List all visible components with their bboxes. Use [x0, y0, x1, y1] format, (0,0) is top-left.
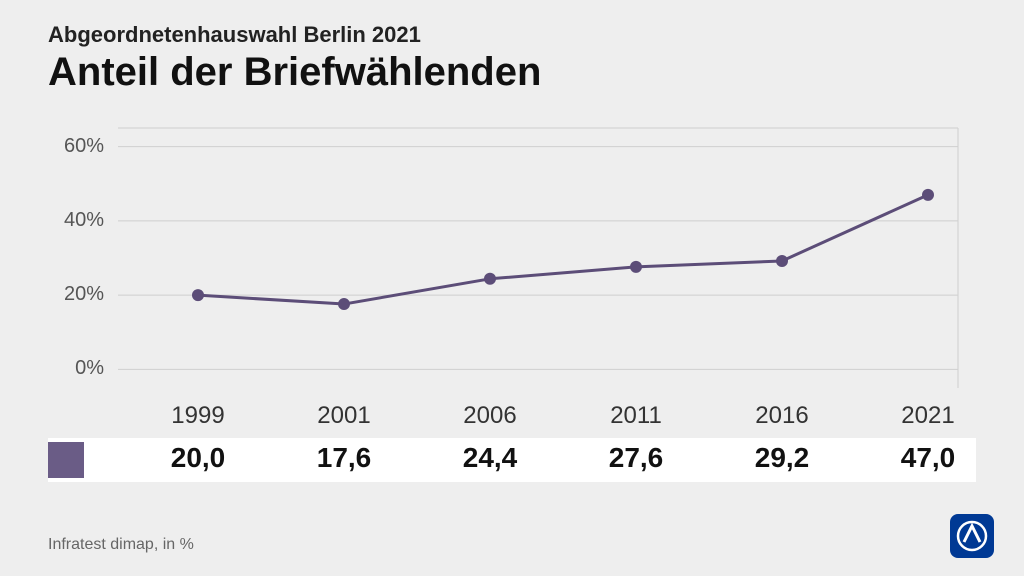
data-table-strip: 20,0 17,6 24,4 27,6 29,2 47,0	[48, 438, 976, 482]
data-value: 27,6	[609, 442, 664, 474]
x-axis-year-label: 2006	[463, 402, 516, 430]
chart-svg	[48, 118, 976, 418]
series-legend-swatch	[48, 442, 84, 478]
broadcaster-logo	[950, 514, 994, 558]
x-axis-year-label: 2011	[610, 402, 662, 430]
source-attribution: Infratest dimap, in %	[48, 536, 194, 554]
x-axis-year-label: 2016	[755, 402, 808, 430]
x-axis-year-label: 2001	[317, 402, 370, 430]
data-value: 20,0	[171, 442, 226, 474]
y-axis-tick-label: 60%	[48, 135, 104, 158]
line-chart	[48, 118, 976, 418]
y-axis-tick-label: 40%	[48, 209, 104, 232]
data-value: 29,2	[755, 442, 810, 474]
x-axis-year-label: 1999	[171, 402, 224, 430]
data-value: 47,0	[901, 442, 956, 474]
chart-title: Anteil der Briefwählenden	[48, 50, 541, 95]
data-value: 17,6	[317, 442, 372, 474]
chart-supertitle: Abgeordnetenhauswahl Berlin 2021	[48, 22, 421, 48]
data-value: 24,4	[463, 442, 518, 474]
y-axis-tick-label: 20%	[48, 283, 104, 306]
y-axis-tick-label: 0%	[48, 357, 104, 380]
x-axis-year-label: 2021	[901, 402, 954, 430]
